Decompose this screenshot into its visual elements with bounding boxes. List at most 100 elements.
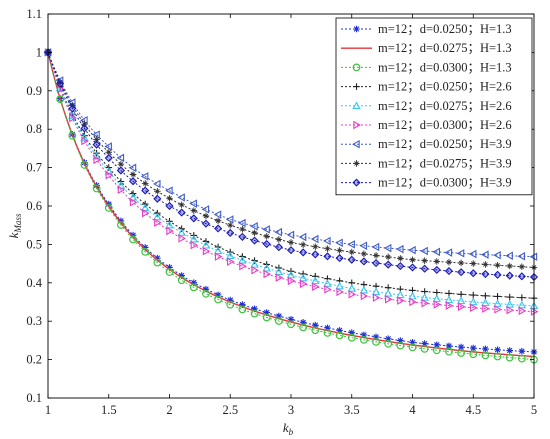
legend-label: m=12；d=0.0275；H=3.9 xyxy=(378,156,512,170)
series-marker xyxy=(347,240,355,249)
x-tick-label: 4.5 xyxy=(465,403,481,417)
legend-entry: m=12；d=0.0275；H=2.6 xyxy=(341,99,512,113)
y-tick-label: 0.7 xyxy=(26,161,42,175)
series-marker xyxy=(371,242,380,252)
series-marker xyxy=(347,333,356,342)
series-marker xyxy=(493,299,502,307)
series-marker xyxy=(311,326,320,335)
series-marker xyxy=(69,113,77,123)
series-marker xyxy=(518,306,527,316)
series-2 xyxy=(47,52,535,358)
series-marker xyxy=(493,250,501,260)
series-marker xyxy=(311,276,320,285)
legend-entry: m=12；d=0.0300；H=2.6 xyxy=(341,118,512,132)
series-marker xyxy=(105,148,113,156)
series-marker xyxy=(408,263,417,272)
series-marker xyxy=(213,210,222,219)
series-marker xyxy=(518,263,526,271)
series-marker xyxy=(323,328,332,337)
series-marker xyxy=(68,131,77,140)
series-marker xyxy=(56,79,65,88)
series-marker xyxy=(384,339,393,348)
series-8 xyxy=(44,49,538,271)
legend-marker xyxy=(352,101,361,109)
x-tick-label: 3 xyxy=(288,403,294,417)
legend-marker xyxy=(352,178,361,187)
series-marker xyxy=(287,320,295,329)
series-marker xyxy=(384,253,392,261)
series-marker xyxy=(372,252,380,259)
series-marker xyxy=(299,319,307,326)
series-line xyxy=(47,52,535,278)
legend-box xyxy=(335,17,533,196)
series-marker xyxy=(92,184,101,193)
series-marker xyxy=(518,347,526,355)
series-marker xyxy=(298,232,307,242)
series-marker xyxy=(469,269,478,278)
legend-label: m=12；d=0.0275；H=1.3 xyxy=(378,41,512,55)
series-marker xyxy=(506,262,513,270)
legend-entry: m=12；d=0.0275；H=3.9 xyxy=(341,156,512,170)
series-marker xyxy=(202,212,210,220)
legend-entry: m=12；d=0.0275；H=1.3 xyxy=(341,41,512,55)
series-marker xyxy=(360,331,368,339)
legend-entry: m=12；d=0.0250；H=3.9 xyxy=(341,137,512,151)
series-marker xyxy=(287,239,295,246)
legend-marker xyxy=(352,139,360,149)
series-marker xyxy=(177,208,186,217)
series-marker xyxy=(397,296,405,305)
series-marker xyxy=(80,124,89,133)
series-marker xyxy=(384,260,393,269)
series-line xyxy=(47,52,535,258)
series-marker xyxy=(262,239,271,249)
series-marker xyxy=(129,198,138,207)
legend-label: m=12；d=0.0250；H=3.9 xyxy=(378,137,512,151)
series-marker xyxy=(93,136,100,143)
series-marker xyxy=(469,350,478,359)
series-marker xyxy=(469,291,477,299)
x-axis-label: kb xyxy=(283,420,294,437)
series-marker xyxy=(324,324,331,332)
series-marker xyxy=(335,238,343,247)
series-marker xyxy=(129,235,137,244)
series-marker xyxy=(469,260,477,267)
series-marker xyxy=(166,226,174,236)
series-marker xyxy=(81,136,89,146)
series-marker xyxy=(408,245,416,255)
series-marker xyxy=(433,300,442,309)
series-marker xyxy=(92,140,101,149)
series-7 xyxy=(43,48,538,261)
series-marker xyxy=(506,347,513,354)
series-marker xyxy=(177,228,186,236)
series-marker xyxy=(153,194,162,203)
series-marker xyxy=(506,293,513,301)
x-tick-label: 5 xyxy=(531,403,537,417)
series-marker xyxy=(129,171,137,178)
series-marker xyxy=(482,304,490,313)
series-marker xyxy=(444,295,454,304)
series-marker xyxy=(481,269,490,279)
series-marker xyxy=(189,214,198,223)
series-line xyxy=(47,52,535,307)
series-marker xyxy=(117,160,125,168)
legend-entry: m=12；d=0.0250；H=2.6 xyxy=(341,80,512,94)
series-marker xyxy=(494,346,501,354)
series-marker xyxy=(335,254,344,263)
series-marker xyxy=(517,251,526,261)
series-marker xyxy=(286,270,296,279)
legend-label: m=12；d=0.0250；H=1.3 xyxy=(378,22,512,36)
series-marker xyxy=(141,247,150,256)
x-tick-label: 2.5 xyxy=(222,403,238,417)
series-marker xyxy=(214,291,222,299)
series-marker xyxy=(166,195,173,202)
series-marker xyxy=(227,257,235,266)
series-marker xyxy=(383,289,393,297)
series-marker xyxy=(190,240,199,250)
series-marker xyxy=(323,236,331,246)
series-marker xyxy=(397,337,404,344)
series-marker xyxy=(56,95,65,104)
series-line xyxy=(47,52,535,358)
series-marker xyxy=(239,225,246,233)
series-marker xyxy=(359,241,368,250)
